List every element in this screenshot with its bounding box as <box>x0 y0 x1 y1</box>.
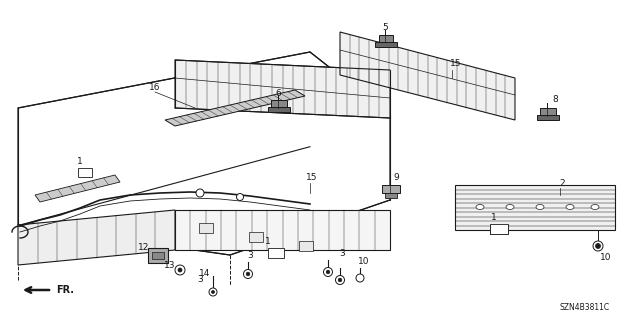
Bar <box>375 42 397 47</box>
Bar <box>490 225 508 234</box>
Text: 15: 15 <box>451 60 461 69</box>
Polygon shape <box>455 185 615 230</box>
Text: 3: 3 <box>197 276 203 285</box>
Ellipse shape <box>476 204 484 210</box>
Text: 3: 3 <box>339 249 345 258</box>
Circle shape <box>211 291 214 293</box>
Polygon shape <box>18 52 390 255</box>
Ellipse shape <box>536 204 544 210</box>
Text: 1: 1 <box>77 158 83 167</box>
Bar <box>382 185 400 193</box>
Circle shape <box>175 265 185 275</box>
Bar <box>299 241 313 251</box>
Ellipse shape <box>506 204 514 210</box>
Circle shape <box>595 243 600 249</box>
Circle shape <box>326 270 330 274</box>
Text: 3: 3 <box>247 251 253 261</box>
Circle shape <box>243 270 253 278</box>
Text: 9: 9 <box>393 174 399 182</box>
Text: SZN4B3811C: SZN4B3811C <box>560 303 610 312</box>
Bar <box>540 108 556 115</box>
Text: 10: 10 <box>358 257 370 266</box>
Text: 14: 14 <box>199 269 211 278</box>
Text: 10: 10 <box>600 253 612 262</box>
Circle shape <box>593 241 603 251</box>
Bar <box>268 248 284 258</box>
Bar <box>385 193 397 198</box>
Circle shape <box>338 278 342 282</box>
Text: 8: 8 <box>552 95 558 105</box>
Circle shape <box>356 274 364 282</box>
Circle shape <box>178 268 182 272</box>
Text: 2: 2 <box>559 179 565 188</box>
Circle shape <box>335 276 344 285</box>
Circle shape <box>209 288 217 296</box>
Polygon shape <box>165 90 305 126</box>
Circle shape <box>196 189 204 197</box>
Bar <box>78 168 92 177</box>
Polygon shape <box>340 32 515 120</box>
Bar <box>249 232 263 242</box>
Text: 5: 5 <box>382 23 388 32</box>
Text: 16: 16 <box>149 84 161 93</box>
Bar <box>271 100 287 107</box>
Bar <box>268 107 290 112</box>
Polygon shape <box>175 210 390 250</box>
Ellipse shape <box>566 204 574 210</box>
Bar <box>490 224 508 234</box>
Polygon shape <box>35 175 120 202</box>
Text: 1: 1 <box>491 213 497 222</box>
Polygon shape <box>18 210 175 265</box>
Text: 1: 1 <box>265 236 271 246</box>
Circle shape <box>246 272 250 276</box>
Text: 6: 6 <box>275 88 281 98</box>
Text: 12: 12 <box>138 243 150 253</box>
Bar <box>537 115 559 120</box>
Ellipse shape <box>591 204 599 210</box>
Polygon shape <box>175 60 390 118</box>
Bar <box>152 252 164 259</box>
Circle shape <box>323 268 333 277</box>
Circle shape <box>237 194 243 201</box>
Bar <box>148 248 168 263</box>
Text: FR.: FR. <box>56 285 74 295</box>
Bar <box>379 35 393 42</box>
Text: 13: 13 <box>164 262 176 271</box>
Bar <box>199 223 213 233</box>
Text: 15: 15 <box>307 174 317 182</box>
